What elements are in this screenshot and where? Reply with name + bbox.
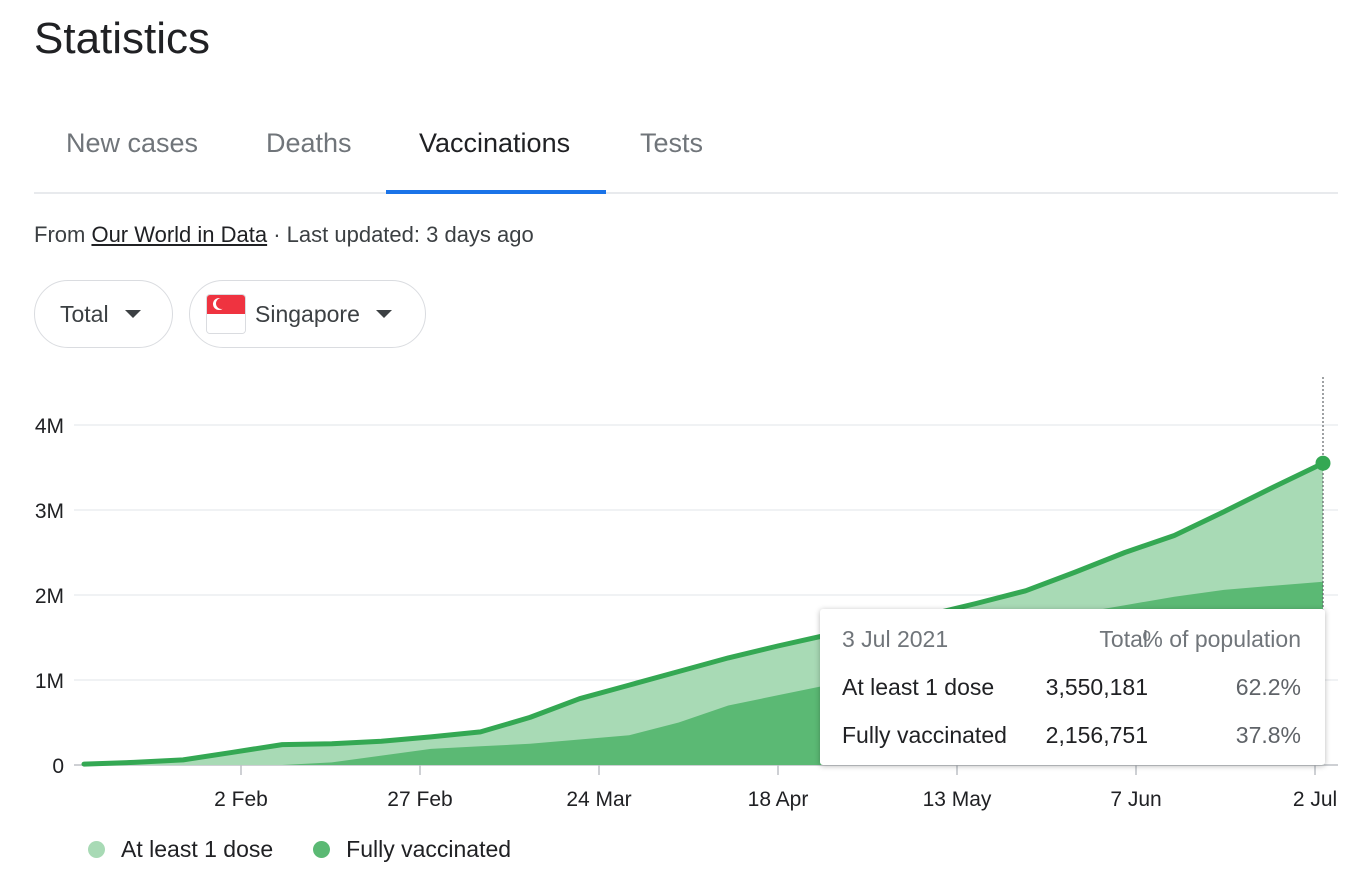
line-at-least-1-dose xyxy=(81,460,1326,767)
x-tick-label: 24 Mar xyxy=(566,788,631,811)
source-line: From Our World in Data · Last updated: 3… xyxy=(34,222,534,248)
tooltip-row-label: Fully vaccinated xyxy=(842,722,1007,748)
country-dropdown-label: Singapore xyxy=(255,300,360,327)
tooltip-row-total: 3,550,181 xyxy=(1045,674,1148,700)
y-tick-label: 3M xyxy=(35,500,64,523)
x-tick-label: 2 Feb xyxy=(214,788,268,811)
tooltip-col-total: Total xyxy=(1099,626,1148,652)
x-tick-label: 27 Feb xyxy=(387,788,452,811)
y-tick-label: 2M xyxy=(35,585,64,608)
legend-swatch-dose1 xyxy=(88,841,105,858)
tooltip-date: 3 Jul 2021 xyxy=(842,626,949,652)
tab-vaccinations[interactable]: Vaccinations xyxy=(419,128,571,158)
legend-swatch-full xyxy=(313,841,331,858)
total-dropdown-label: Total xyxy=(60,300,109,327)
dropdown-arrow-icon xyxy=(124,310,141,318)
legend-label: Fully vaccinated xyxy=(346,836,512,862)
tab-bar: New cases Deaths Vaccinations Tests xyxy=(34,110,1338,194)
tab-deaths[interactable]: Deaths xyxy=(266,128,352,158)
y-tick-label: 4M xyxy=(35,415,64,438)
y-tick-label: 1M xyxy=(35,670,64,693)
tab-new-cases[interactable]: New cases xyxy=(66,128,199,158)
country-dropdown[interactable]: Singapore xyxy=(189,280,426,348)
last-updated: · Last updated: 3 days ago xyxy=(273,222,534,247)
tooltip-row-pct: 37.8% xyxy=(1235,722,1301,748)
active-tab-indicator xyxy=(386,190,606,194)
legend-item[interactable]: At least 1 dose xyxy=(88,836,273,863)
x-tick-label: 13 May xyxy=(923,788,992,811)
tooltip-row-total: 2,156,751 xyxy=(1045,722,1148,748)
source-link[interactable]: Our World in Data xyxy=(91,222,268,247)
tooltip-col-pct: % of population xyxy=(1142,626,1301,652)
legend-label: At least 1 dose xyxy=(121,836,274,862)
data-point-last xyxy=(1315,455,1331,471)
page-title: Statistics xyxy=(34,14,211,63)
x-tick-label: 7 Jun xyxy=(1110,788,1161,811)
tooltip-row-pct: 62.2% xyxy=(1235,674,1301,700)
legend-item[interactable]: Fully vaccinated xyxy=(313,836,511,863)
y-tick-label: 0 xyxy=(52,755,64,778)
source-prefix: From xyxy=(34,222,86,247)
tab-tests[interactable]: Tests xyxy=(640,128,704,158)
total-dropdown[interactable]: Total xyxy=(34,280,173,348)
chart-legend: At least 1 dose Fully vaccinated xyxy=(88,836,551,863)
x-tick-label: 2 Jul xyxy=(1293,788,1337,811)
dropdown-arrow-icon xyxy=(375,310,392,318)
chart-tooltip: 3 Jul 2021 Total % of population At leas… xyxy=(820,609,1325,765)
singapore-flag-icon xyxy=(207,295,245,333)
x-tick-label: 18 Apr xyxy=(748,788,809,811)
tooltip-row-label: At least 1 dose xyxy=(842,674,995,700)
